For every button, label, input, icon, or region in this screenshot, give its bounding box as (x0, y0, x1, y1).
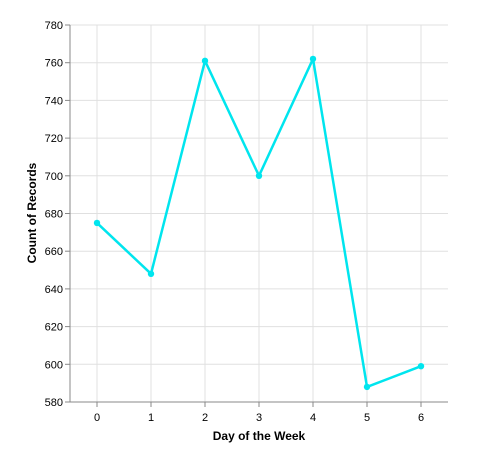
y-tick-label: 720 (45, 133, 63, 145)
data-point (363, 383, 371, 391)
x-tick-label: 1 (148, 412, 154, 424)
x-tick-label: 5 (364, 412, 370, 424)
y-axis-title: Count of Records (25, 162, 39, 263)
grid-lines (70, 24, 448, 403)
data-point (417, 362, 425, 370)
x-axis-title: Day of the Week (213, 429, 306, 443)
data-point (255, 172, 263, 179)
y-tick-label: 620 (45, 322, 63, 334)
x-tick-label: 6 (418, 412, 424, 424)
data-point (309, 55, 317, 63)
y-tick-label: 700 (45, 171, 63, 183)
y-axis-ticks: 580 600 620 640 660 680 700 720 740 760 780 (45, 20, 70, 409)
x-axis-ticks: 0 1 2 3 4 5 6 (94, 402, 424, 424)
y-tick-label: 660 (45, 246, 63, 258)
x-tick-label: 4 (310, 412, 316, 424)
data-point (93, 219, 101, 227)
data-point (147, 270, 155, 278)
x-tick-label: 0 (94, 412, 100, 424)
y-tick-label: 640 (45, 284, 63, 296)
y-tick-label: 780 (45, 20, 63, 32)
y-tick-label: 740 (45, 95, 63, 107)
y-tick-label: 760 (45, 58, 63, 70)
y-tick-label: 580 (45, 397, 63, 409)
series-group (93, 55, 425, 391)
y-tick-label: 680 (45, 209, 63, 221)
y-tick-label: 600 (45, 359, 63, 371)
data-point (201, 57, 209, 65)
x-tick-label: 2 (202, 412, 208, 424)
x-tick-label: 3 (256, 412, 262, 424)
